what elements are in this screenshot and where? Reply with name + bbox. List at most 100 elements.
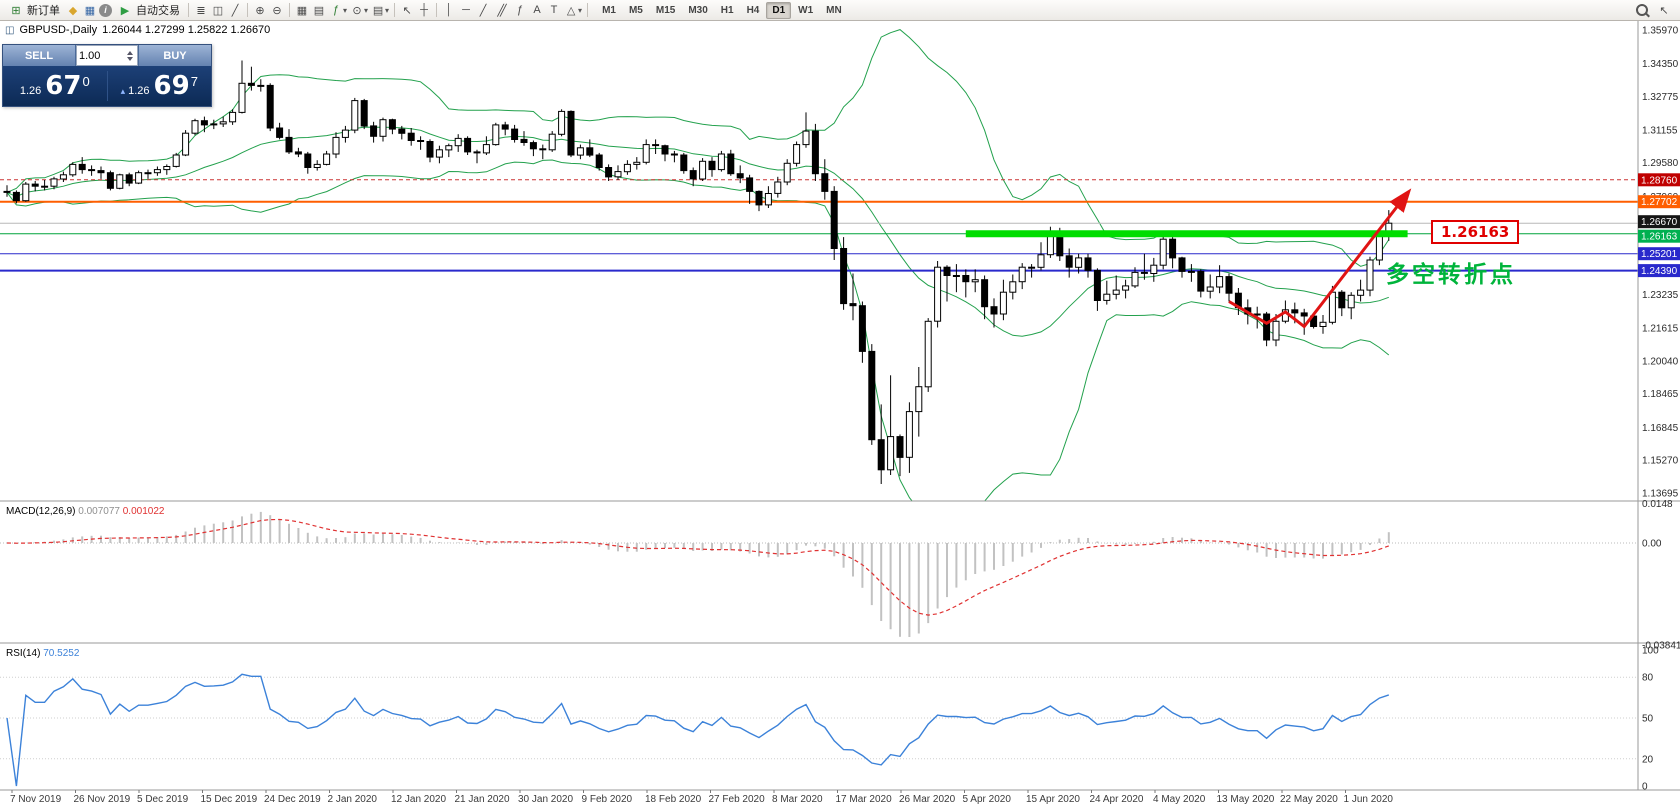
bar-chart-icon[interactable]: ≣	[196, 4, 206, 17]
svg-text:1.26670: 1.26670	[1641, 217, 1678, 228]
mql-editor-icon[interactable]: ◆	[68, 4, 78, 17]
stepper-down-icon[interactable]	[127, 56, 133, 61]
periods-icon[interactable]: ⊙	[352, 4, 362, 17]
svg-text:20: 20	[1642, 754, 1654, 765]
date-axis[interactable]: 7 Nov 2019 26 Nov 2019 5 Dec 2019 15 Dec 20…	[10, 790, 1393, 805]
timeframe-button-mn[interactable]: MN	[826, 4, 842, 16]
timeframe-button-m15[interactable]: M15	[655, 4, 676, 16]
timeframe-button-h4[interactable]: H4	[746, 4, 760, 16]
svg-text:1.16845: 1.16845	[1642, 423, 1679, 434]
indicators-icon[interactable]: ƒ	[332, 4, 340, 16]
svg-text:30 Jan 2020: 30 Jan 2020	[518, 794, 573, 805]
macd-pane[interactable]	[0, 511, 1638, 637]
svg-text:5 Apr 2020: 5 Apr 2020	[963, 794, 1012, 805]
svg-text:13 May 2020: 13 May 2020	[1217, 794, 1275, 805]
svg-text:1.25201: 1.25201	[1641, 249, 1678, 260]
timeframe-button-m30[interactable]: M30	[688, 4, 708, 16]
svg-text:9 Feb 2020: 9 Feb 2020	[582, 794, 633, 805]
channel-icon[interactable]: ╱╱	[497, 4, 506, 17]
horizontal-line-icon[interactable]: ─	[462, 4, 470, 16]
sell-price-sup: 0	[82, 74, 90, 89]
timeframe-button-d1[interactable]: D1	[766, 1, 792, 19]
timeframe-button-h1[interactable]: H1	[720, 4, 734, 16]
toolbar-separator	[394, 3, 396, 17]
autotrading-button[interactable]: ▶ 自动交易	[113, 1, 184, 19]
chart-icon: ◫	[5, 24, 15, 36]
symbol-period-label: GBPUSD-,Daily	[19, 24, 98, 36]
trendline-icon[interactable]: ╱	[479, 4, 487, 17]
market-watch-icon[interactable]: ▦	[84, 4, 96, 17]
templates-icon[interactable]: ▤	[372, 4, 384, 17]
stepper-up-icon[interactable]	[127, 50, 133, 55]
dropdown-caret[interactable]: ▾	[578, 5, 583, 15]
svg-text:24 Dec 2019: 24 Dec 2019	[264, 794, 321, 805]
ohlc-values: 1.26044 1.27299 1.25822 1.26670	[102, 24, 271, 36]
svg-text:1.21615: 1.21615	[1642, 324, 1679, 335]
svg-text:21 Jan 2020: 21 Jan 2020	[455, 794, 510, 805]
text-label-icon[interactable]: T	[550, 4, 558, 16]
trade-panel-prices: 1.26 67 0 ▴ 1.26 69 7	[3, 66, 211, 106]
new-order-button[interactable]: ⊞ 新订单	[4, 1, 64, 19]
timeframe-button-m5[interactable]: M5	[628, 4, 643, 16]
svg-text:4 May 2020: 4 May 2020	[1153, 794, 1206, 805]
toolbar-right-group: ↖	[1634, 2, 1676, 18]
shapes-icon[interactable]: △	[566, 4, 576, 17]
svg-text:50: 50	[1642, 714, 1654, 725]
rsi-pane[interactable]	[0, 673, 1638, 787]
svg-text:1.23235: 1.23235	[1642, 290, 1679, 301]
vertical-line-icon[interactable]: │	[445, 4, 453, 16]
zoom-in-icon[interactable]: ⊕	[255, 4, 265, 17]
price-axis[interactable]: 1.359701.343501.327751.311551.295801.279…	[1637, 21, 1680, 793]
svg-text:1.29580: 1.29580	[1642, 158, 1679, 169]
tile-windows-icon[interactable]: ▦	[296, 4, 308, 17]
toolbar: ⊞ 新订单 ◆ ▦ i ▶ 自动交易 ≣ ◫ ╱ ⊕ ⊖ ▦ ▤ ƒ ▾ ⊙ ▾ ▤…	[0, 0, 1680, 21]
horizontal-levels[interactable]	[0, 179, 1638, 272]
candlestick-chart-icon[interactable]: ◫	[212, 4, 224, 17]
annotation-text: 多空转折点	[1386, 261, 1516, 287]
candles[interactable]	[3, 60, 1393, 485]
zoom-out-icon[interactable]: ⊖	[272, 4, 282, 17]
buy-button[interactable]: BUY	[138, 45, 211, 66]
sell-price-big: 67	[45, 71, 82, 101]
volume-input[interactable]	[77, 49, 125, 62]
price-chart[interactable]: 多空转折点 1.35970 1.34350 1.32775 1.31155 1.29580…	[0, 21, 1680, 807]
arrange-windows-icon[interactable]: ▤	[313, 4, 325, 17]
timeframe-button-m1[interactable]: M1	[602, 4, 616, 16]
sell-price-small: 1.26	[19, 85, 42, 97]
cursor-icon[interactable]: ↖	[402, 4, 412, 17]
level-price-label[interactable]: 1.26163	[1431, 220, 1520, 244]
rsi-label: RSI(14) 70.5252	[6, 648, 80, 659]
buy-price[interactable]: ▴ 1.26 69 7	[108, 73, 212, 99]
sell-price[interactable]: 1.26 67 0	[3, 73, 107, 99]
crosshair-icon[interactable]: ┼	[420, 4, 428, 16]
one-click-trading-panel: SELL BUY 1.26 67 0 ▴ 1.26 69 7	[2, 44, 212, 107]
timeframe-button-w1[interactable]: W1	[798, 4, 814, 16]
dropdown-caret[interactable]: ▾	[385, 5, 390, 15]
text-icon[interactable]: A	[533, 4, 541, 16]
pointer-icon[interactable]: ↖	[1659, 4, 1669, 17]
price-direction-arrow: ▴	[120, 86, 126, 96]
svg-text:0: 0	[1642, 782, 1648, 793]
toolbar-separator	[436, 3, 438, 17]
search-icon[interactable]	[1634, 2, 1650, 18]
line-chart-icon[interactable]: ╱	[231, 4, 239, 17]
svg-text:1.28760: 1.28760	[1641, 175, 1678, 186]
chart-title: ◫ GBPUSD-,Daily 1.26044 1.27299 1.25822 …	[5, 24, 270, 36]
buy-price-sup: 7	[190, 74, 198, 89]
dropdown-caret[interactable]: ▾	[343, 5, 348, 15]
volume-stepper[interactable]	[127, 50, 133, 61]
buy-price-small: 1.26	[128, 85, 150, 97]
trend-arrow[interactable]	[1228, 188, 1412, 329]
sell-button[interactable]: SELL	[3, 45, 76, 66]
volume-field[interactable]	[76, 45, 138, 66]
toolbar-separator	[289, 3, 290, 17]
svg-text:0.0148: 0.0148	[1642, 499, 1673, 510]
svg-text:1.20040: 1.20040	[1642, 356, 1679, 367]
macd-label: MACD(12,26,9) 0.007077 0.001022	[6, 506, 165, 517]
fibonacci-icon[interactable]: ƒ	[516, 4, 524, 16]
svg-text:18 Feb 2020: 18 Feb 2020	[645, 794, 702, 805]
svg-text:0.00: 0.00	[1642, 539, 1662, 550]
autotrading-icon: ▶	[120, 4, 130, 17]
info-icon[interactable]: i	[99, 3, 112, 17]
dropdown-caret[interactable]: ▾	[364, 5, 369, 15]
